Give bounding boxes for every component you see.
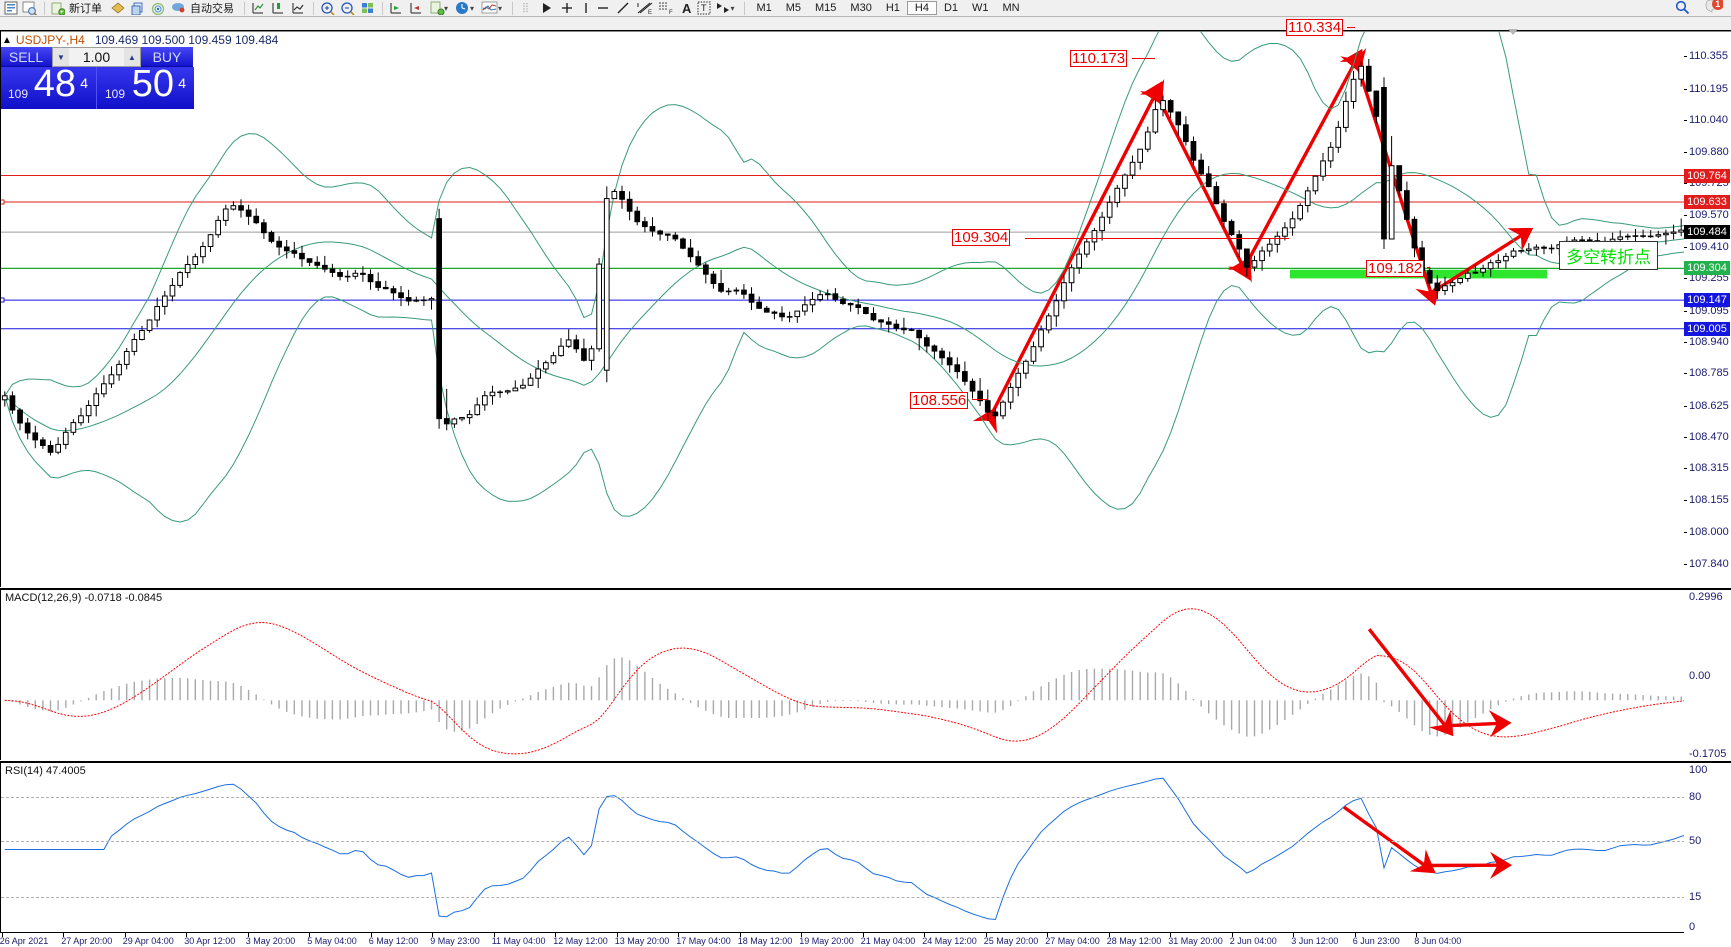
svg-text:T: T bbox=[701, 3, 707, 13]
svg-text:1: 1 bbox=[1715, 0, 1720, 9]
svg-text:F: F bbox=[669, 10, 673, 15]
svg-text:E: E bbox=[648, 10, 652, 15]
